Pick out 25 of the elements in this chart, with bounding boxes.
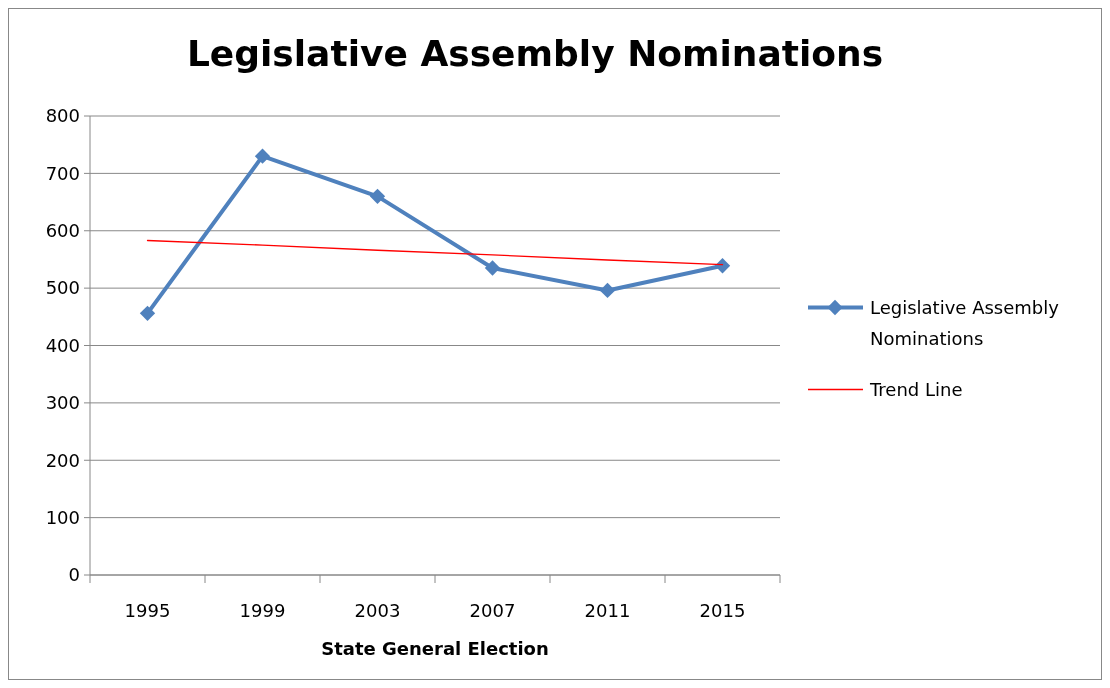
x-tick-label: 2011 — [584, 600, 631, 621]
point — [139, 305, 156, 322]
y-tick-label: 100 — [45, 506, 80, 528]
chart-title: Legislative Assembly Nominations — [186, 33, 884, 74]
x-tick-label: 2007 — [469, 600, 516, 621]
y-tick-label: 400 — [45, 334, 80, 356]
y-tick-label: 600 — [45, 220, 80, 242]
y-tick-label: 800 — [45, 105, 80, 127]
point — [369, 188, 386, 204]
x-tick-label: 1995 — [124, 600, 171, 621]
point — [714, 258, 731, 274]
y-tick-label: 500 — [45, 277, 80, 299]
point — [484, 260, 501, 276]
legend-label: Trend Line — [869, 378, 963, 400]
point — [599, 282, 616, 299]
y-tick-label: 300 — [45, 392, 80, 414]
y-tick-label: 700 — [45, 162, 80, 184]
x-axis-title: State General Election — [321, 638, 549, 659]
x-tick-label: 1999 — [239, 600, 286, 621]
legend-label: Legislative Assembly Nominations — [870, 296, 1060, 349]
y-tick-label: 0 — [68, 564, 80, 586]
x-tick-label: 2015 — [699, 600, 746, 621]
point — [254, 148, 271, 164]
x-tick-label: 2003 — [354, 600, 401, 621]
y-tick-label: 200 — [45, 449, 80, 471]
